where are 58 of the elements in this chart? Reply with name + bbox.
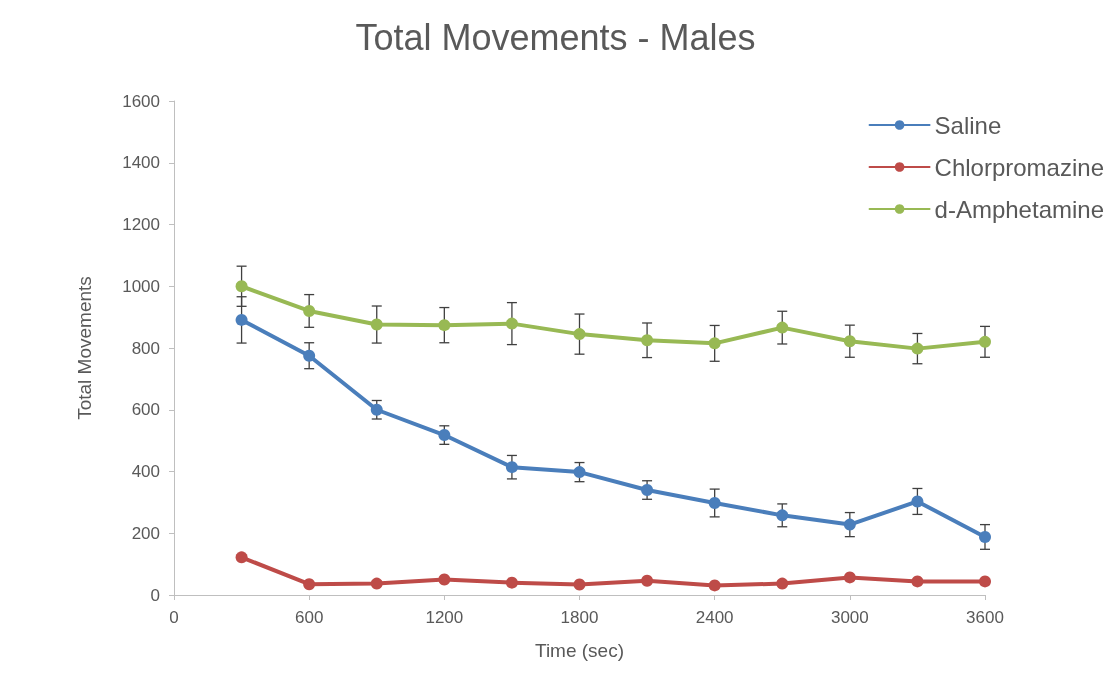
legend-label: d-Amphetamine bbox=[934, 195, 1104, 223]
point bbox=[505, 576, 518, 589]
point bbox=[505, 461, 518, 474]
point bbox=[438, 429, 451, 442]
x-tick-label: 0 bbox=[169, 608, 179, 627]
point bbox=[911, 342, 924, 355]
point bbox=[708, 579, 721, 592]
point bbox=[708, 497, 721, 509]
point bbox=[235, 280, 248, 293]
chart-title: Total Movements - Males bbox=[355, 16, 756, 58]
point bbox=[776, 577, 789, 590]
y-tick-label: 800 bbox=[131, 338, 160, 358]
point bbox=[303, 349, 316, 362]
x-tick-label: 2400 bbox=[695, 608, 734, 627]
legend-label: Chlorpromazine bbox=[934, 153, 1104, 181]
point bbox=[776, 509, 789, 522]
point bbox=[438, 319, 451, 332]
y-axis-title: Total Movements bbox=[74, 276, 95, 420]
point bbox=[438, 573, 451, 586]
point bbox=[235, 313, 248, 326]
point bbox=[708, 337, 721, 350]
point bbox=[573, 578, 586, 591]
y-tick-label: 200 bbox=[131, 523, 160, 543]
point bbox=[573, 466, 586, 479]
point bbox=[843, 518, 856, 531]
point bbox=[303, 578, 316, 591]
point bbox=[911, 495, 924, 508]
x-tick-label: 1200 bbox=[425, 608, 464, 627]
y-tick-label: 600 bbox=[131, 400, 160, 420]
x-tick-label: 1800 bbox=[560, 608, 599, 627]
point bbox=[370, 318, 383, 331]
point bbox=[911, 575, 924, 588]
x-tick-label: 600 bbox=[294, 608, 324, 627]
point bbox=[641, 574, 654, 587]
point bbox=[979, 575, 991, 588]
x-axis-title: Time (sec) bbox=[534, 640, 625, 661]
point bbox=[843, 335, 856, 348]
point bbox=[776, 321, 789, 334]
point bbox=[843, 571, 856, 584]
point bbox=[235, 551, 248, 564]
point bbox=[979, 530, 991, 543]
point bbox=[641, 484, 654, 497]
y-tick-label: 1600 bbox=[122, 91, 160, 111]
point bbox=[641, 334, 654, 347]
y-tick-label: 1200 bbox=[122, 215, 160, 234]
y-tick-label: 1400 bbox=[122, 153, 160, 173]
x-tick-label: 3000 bbox=[830, 608, 869, 627]
point bbox=[303, 304, 316, 317]
point bbox=[370, 577, 383, 590]
y-tick-label: 400 bbox=[131, 462, 160, 481]
legend-label: Saline bbox=[934, 111, 1002, 139]
x-tick-label: 3600 bbox=[966, 608, 1004, 627]
y-tick-label: 0 bbox=[150, 585, 160, 605]
point bbox=[573, 328, 586, 341]
y-tick-label: 1000 bbox=[122, 276, 160, 296]
point bbox=[505, 317, 518, 330]
point bbox=[370, 403, 383, 416]
point bbox=[979, 335, 991, 348]
